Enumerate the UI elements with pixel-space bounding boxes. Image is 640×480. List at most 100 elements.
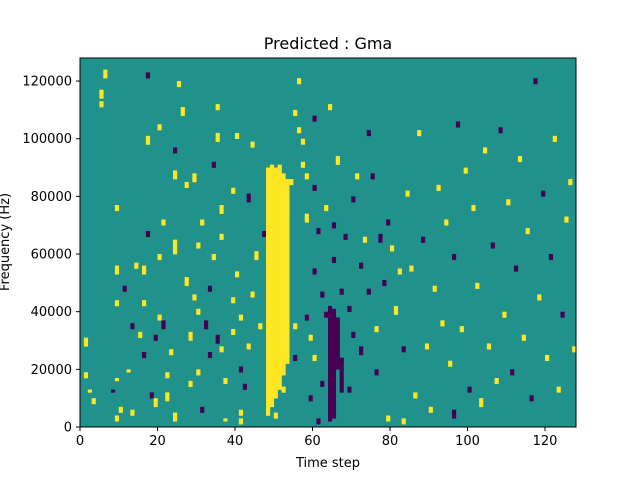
- heatmap-cell-75: [238, 418, 244, 425]
- heatmap-cell-13: [118, 406, 123, 413]
- heatmap-cell-146: [401, 346, 406, 353]
- heatmap-cell-114: [320, 380, 325, 387]
- heatmap-cell-25: [145, 230, 151, 238]
- heatmap-cell-155: [432, 285, 437, 292]
- heatmap-cell-64: [219, 346, 224, 353]
- heatmap-cell-157: [440, 320, 445, 327]
- heatmap-cell-172: [494, 377, 499, 385]
- heatmap-cell-140: [382, 279, 387, 287]
- heatmap-cell-138: [374, 369, 379, 376]
- heatmap-cell-112: [316, 418, 321, 425]
- heatmap-cell-80: [250, 141, 255, 148]
- heatmap-cell-77: [246, 193, 251, 203]
- heatmap-cell-22: [142, 352, 147, 359]
- heatmap-cell-104: [304, 314, 309, 321]
- heatmap-cell-72: [238, 314, 244, 321]
- heatmap-cell-108: [312, 184, 317, 191]
- heatmap-cell-29: [157, 124, 162, 131]
- heatmap-cell-67: [231, 187, 236, 194]
- heatmap-cell-41: [176, 81, 182, 88]
- heatmap-cell-15: [126, 369, 131, 373]
- heatmap-cell-46: [188, 380, 193, 387]
- heatmap-cell-55: [207, 285, 213, 292]
- heatmap-cell-126: [347, 305, 352, 312]
- x-tick-label: 80: [382, 434, 399, 449]
- heatmap-cell-78: [246, 343, 251, 350]
- heatmap-cell-116: [324, 311, 329, 318]
- heatmap-cell-26: [149, 392, 154, 399]
- heatmap-band-2: [273, 167, 278, 399]
- x-tick-label: 40: [227, 434, 244, 449]
- heatmap-bands: [266, 164, 344, 422]
- heatmap-cell-36: [169, 349, 174, 356]
- heatmap-cell-42: [180, 107, 185, 116]
- heatmap-cell-49: [196, 242, 201, 249]
- x-tick-label: 20: [149, 434, 166, 449]
- heatmap-cell-162: [455, 121, 461, 128]
- y-tick-label: 120000: [22, 75, 72, 90]
- heatmap-cell-131: [359, 262, 364, 269]
- heatmap-cell-183: [537, 294, 542, 301]
- heatmap-cell-96: [293, 323, 298, 330]
- heatmap-cell-60: [215, 104, 220, 111]
- heatmap-cell-134: [366, 130, 371, 137]
- heatmap-cell-160: [452, 254, 457, 261]
- heatmap-cell-161: [452, 409, 457, 419]
- heatmap-cell-45: [188, 331, 193, 341]
- heatmap-cell-179: [521, 334, 526, 341]
- heatmap-cell-56: [207, 352, 213, 359]
- heatmap-cell-145: [397, 268, 402, 275]
- heatmap-cell-98: [297, 127, 302, 134]
- heatmap-cell-171: [490, 242, 495, 249]
- heatmap-cell-61: [215, 334, 220, 344]
- heatmap-cell-135: [366, 288, 371, 295]
- heatmap-band-7: [331, 308, 337, 419]
- heatmap-cell-52: [200, 219, 205, 226]
- heatmap-cell-27: [153, 334, 158, 341]
- x-tick-label: 120: [533, 434, 558, 449]
- chart-title: Predicted : Gma: [264, 34, 392, 53]
- heatmap-cell-11: [114, 415, 120, 422]
- heatmap-cell-128: [351, 196, 356, 203]
- heatmap-cell-164: [463, 167, 468, 174]
- heatmap-cell-30: [157, 254, 162, 261]
- heatmap-cell-1: [83, 372, 89, 379]
- heatmap-cell-99: [297, 78, 302, 85]
- heatmap-cell-66: [223, 418, 228, 422]
- y-axis: 0 20000 40000 60000 80000 100000 120000: [22, 75, 80, 436]
- heatmap-cell-130: [355, 173, 360, 180]
- y-tick-label: 80000: [31, 190, 72, 205]
- heatmap-cell-76: [242, 383, 247, 390]
- heatmap-cell-5: [99, 89, 104, 99]
- heatmap-cell-71: [235, 271, 240, 278]
- x-axis: 0 20 40 60 80 100 120: [76, 427, 558, 449]
- heatmap-cell-173: [498, 127, 503, 134]
- heatmap-cell-129: [351, 331, 356, 338]
- heatmap-cell-158: [444, 219, 449, 226]
- heatmap-cell-70: [235, 132, 240, 140]
- heatmap-cell-176: [510, 369, 515, 376]
- heatmap-cell-148: [405, 190, 410, 197]
- heatmap-cell-115: [324, 205, 329, 212]
- heatmap-cell-44: [184, 277, 189, 287]
- heatmap-cell-10: [114, 377, 120, 382]
- heatmap-cell-62: [219, 205, 224, 214]
- heatmap-cell-167: [475, 282, 480, 289]
- heatmap-cell-94: [289, 179, 294, 186]
- heatmap-cell-186: [548, 254, 554, 261]
- heatmap-cell-53: [200, 406, 205, 413]
- heatmap-cell-122: [335, 156, 340, 165]
- heatmap-cell-12: [111, 389, 116, 393]
- heatmap-cell-168: [479, 398, 484, 408]
- heatmap-cell-48: [192, 173, 197, 183]
- heatmap-cell-63: [219, 233, 224, 240]
- heatmap-cell-117: [328, 104, 333, 111]
- heatmap-cell-178: [517, 156, 523, 163]
- heatmap-cell-58: [211, 254, 216, 261]
- plot-area: [79, 57, 577, 428]
- x-tick-label: 60: [304, 434, 321, 449]
- heatmap-cell-79: [250, 291, 255, 298]
- heatmap-cell-123: [339, 288, 344, 295]
- heatmap-cell-40: [173, 412, 178, 422]
- heatmap-cell-132: [359, 346, 364, 356]
